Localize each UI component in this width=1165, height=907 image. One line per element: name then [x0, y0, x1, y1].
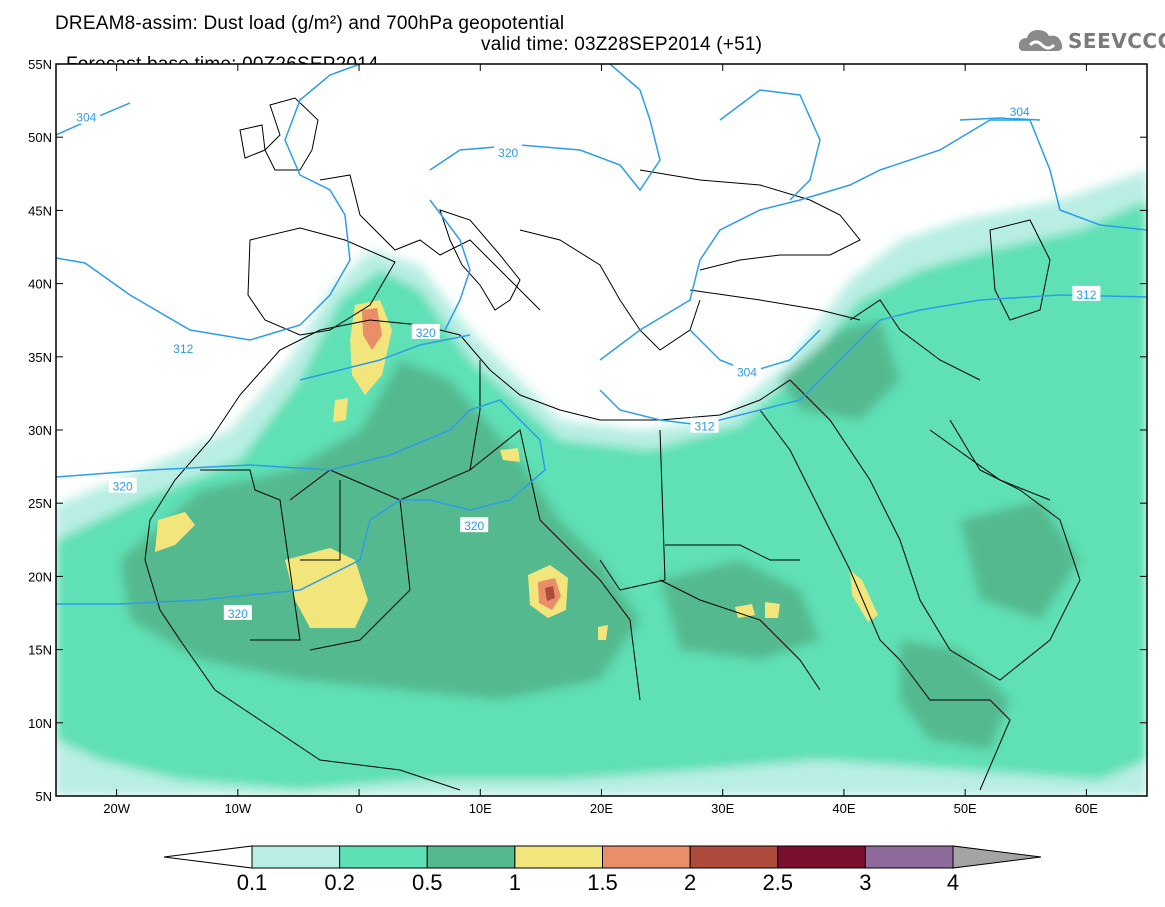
- lon-tick-label: 20E: [590, 801, 613, 816]
- dust-shade-0.5c: [780, 320, 900, 420]
- contour-label: 312: [1076, 288, 1096, 302]
- lat-tick-label: 45N: [28, 203, 52, 218]
- lat-tick-label: 5N: [35, 789, 52, 804]
- contour-label-bg: [732, 363, 761, 379]
- lat-tick-label: 55N: [28, 57, 52, 72]
- contour-label: 320: [228, 607, 248, 621]
- contour-label: 312: [173, 342, 193, 356]
- lat-tick-label: 35N: [28, 350, 52, 365]
- contour-label-bg: [411, 323, 440, 339]
- map-title: DREAM8-assim: Dust load (g/m²) and 700hP…: [55, 13, 565, 34]
- dust-shade-1.5: [362, 308, 382, 350]
- contour-label: 320: [416, 326, 436, 340]
- axis-ticks: 55N 50N 45N 40N 35N 30N 25N 20N 15N 10N 5N 20W 10W 0 1…: [28, 57, 1147, 816]
- dust-shade-1f: [735, 602, 780, 618]
- lat-tick-label: 25N: [28, 496, 52, 511]
- lon-tick-label: 40E: [832, 801, 855, 816]
- contour-label-bg: [72, 108, 101, 124]
- contour-label-bg: [223, 605, 252, 620]
- contour-label: 312: [695, 420, 715, 434]
- logo-text: SEEVCCC: [1068, 29, 1165, 53]
- contour-label-bg: [108, 477, 137, 493]
- contour-label-bg: [494, 143, 523, 159]
- lat-tick-label: 15N: [28, 643, 52, 658]
- lat-tick-label: 50N: [28, 130, 52, 145]
- dust-shade-2: [545, 586, 555, 601]
- dust-field: [56, 64, 1147, 796]
- dust-shade-1d: [155, 512, 195, 552]
- lat-tick-label: 20N: [28, 569, 52, 584]
- lon-tick-label: 0: [355, 801, 362, 816]
- contour-label-bg: [169, 340, 198, 356]
- contour-label: 320: [464, 519, 484, 533]
- lon-tick-label: 10E: [469, 801, 492, 816]
- contour-label: 320: [113, 480, 133, 494]
- geopotential-contours: [56, 64, 1147, 605]
- lon-tick-label: 50E: [954, 801, 977, 816]
- lon-tick-label: 60E: [1075, 801, 1098, 816]
- seevccc-logo: SEEVCCC: [1018, 25, 1165, 55]
- contour-label-bg: [690, 417, 719, 433]
- lon-tick-label: 30E: [711, 801, 734, 816]
- contour-label-bg: [1072, 285, 1101, 301]
- contour-label: 320: [498, 146, 518, 160]
- valid-time: valid time: 03Z28SEP2014 (+51): [481, 34, 763, 55]
- lon-tick-label: 20W: [103, 801, 130, 816]
- lat-tick-label: 40N: [28, 277, 52, 292]
- dust-shade-1e: [850, 570, 878, 622]
- contour-label-bg: [460, 517, 489, 533]
- dust-shade-0.5e: [900, 640, 1010, 750]
- dust-shade-0.5d: [960, 500, 1080, 620]
- contour-label-bg: [1005, 102, 1034, 118]
- contour-label: 304: [76, 111, 96, 125]
- contour-labels: 304 320 304 312 320 304 312 312 320 320 320: [72, 102, 1101, 621]
- coastlines: [144, 97, 1081, 791]
- lat-tick-label: 30N: [28, 423, 52, 438]
- contour-label: 304: [1010, 105, 1030, 119]
- cloud-icon: [1018, 30, 1063, 51]
- dust-shade-1b: [285, 548, 368, 628]
- contour-label: 304: [737, 365, 757, 379]
- lon-tick-label: 10W: [224, 801, 251, 816]
- lat-tick-label: 10N: [28, 716, 52, 731]
